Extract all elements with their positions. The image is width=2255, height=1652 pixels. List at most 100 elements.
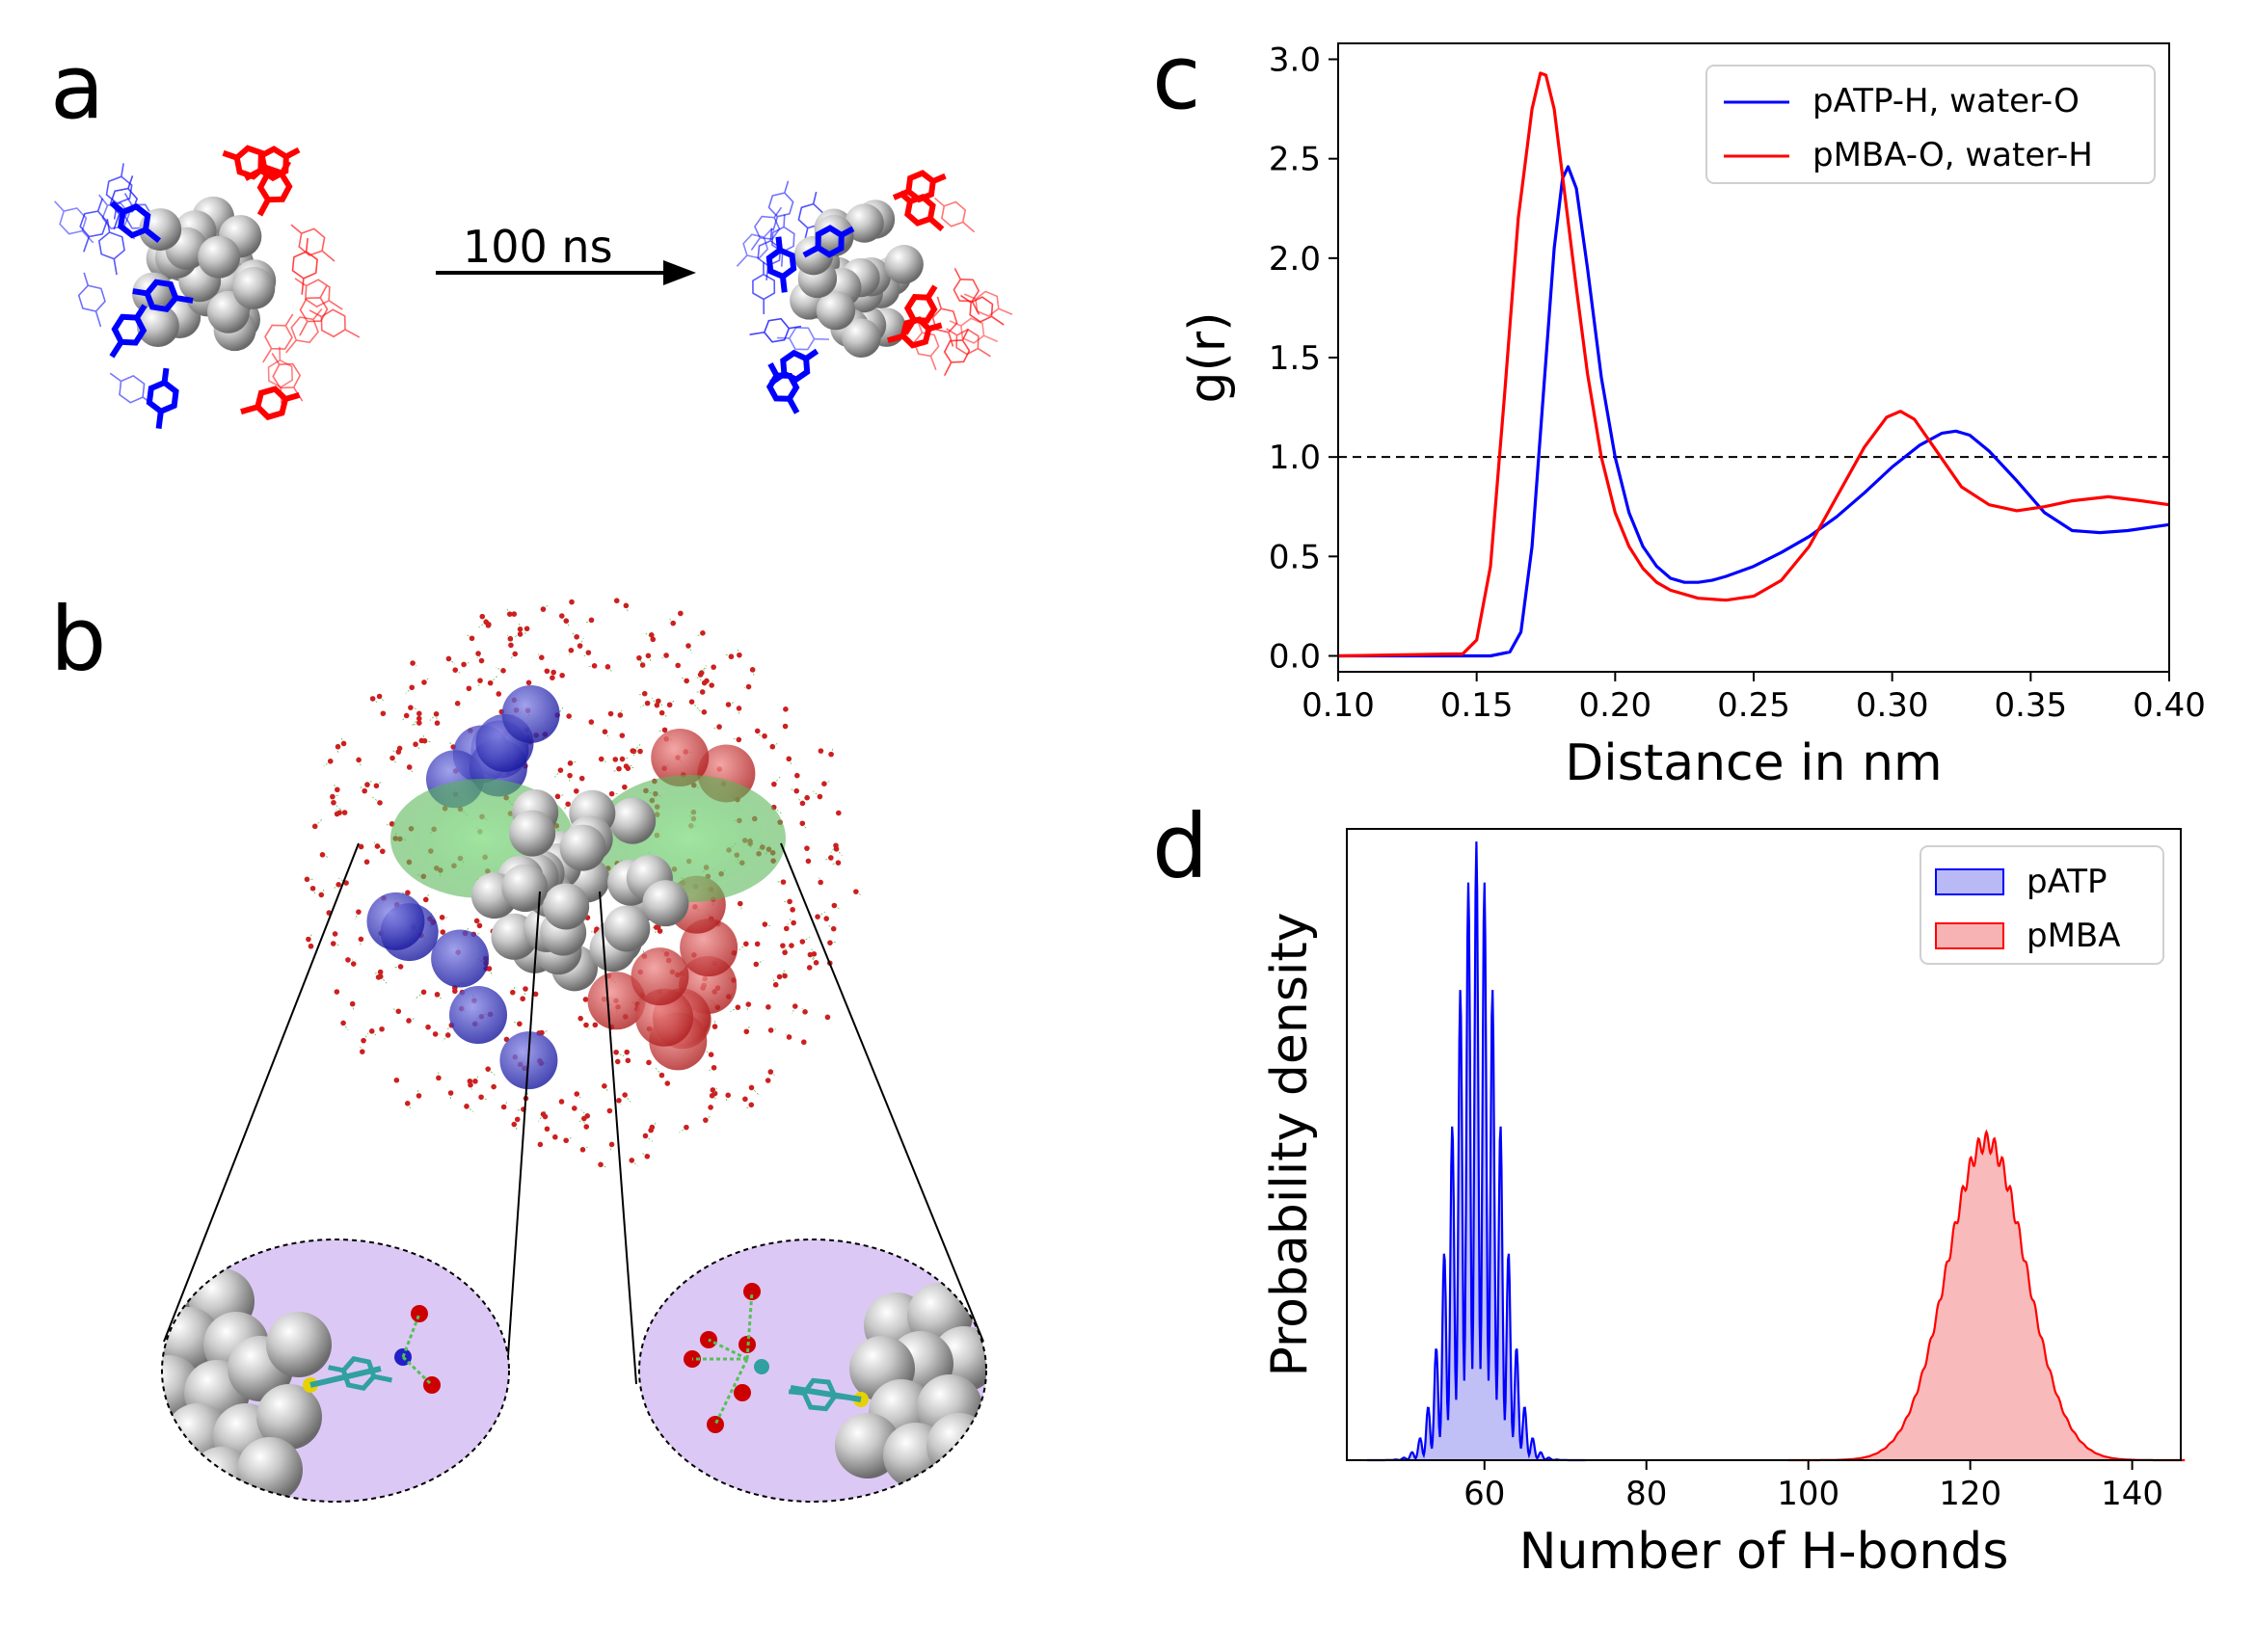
patp-atom — [501, 684, 560, 743]
area-fill-pmba — [1787, 1132, 2186, 1460]
water-molecule — [563, 1137, 569, 1144]
patp-atom — [449, 986, 508, 1045]
water-molecule — [828, 855, 834, 861]
water-molecule — [566, 713, 572, 719]
panel-a: a 100 ns — [50, 36, 1013, 429]
bond — [301, 278, 305, 295]
ligand-thin — [767, 180, 794, 231]
bond — [933, 197, 945, 207]
panel-letter-a: a — [50, 36, 104, 139]
water-molecule — [362, 787, 367, 794]
bond — [109, 340, 124, 359]
water-molecule — [510, 989, 516, 996]
water-molecule — [742, 1096, 748, 1103]
water-molecule — [517, 1021, 523, 1027]
bond — [244, 168, 262, 181]
rdf-chart: 0.10 0.15 0.20 0.25 0.30 0.35 0.40 0.0 0.5 1.0 1.5… — [1179, 41, 2206, 792]
water-molecule — [319, 852, 326, 858]
water-molecule — [604, 664, 611, 670]
water-molecule — [762, 921, 768, 927]
water-molecule — [377, 973, 384, 979]
water-molecule — [598, 1161, 604, 1168]
ligand-thin — [262, 313, 294, 363]
water-molecule — [350, 961, 357, 967]
bond — [284, 147, 301, 160]
water-molecule — [703, 1117, 709, 1123]
water-molecule — [569, 599, 575, 605]
water-molecule — [418, 737, 425, 744]
water-molecule — [619, 733, 626, 738]
arrow-label: 100 ns — [463, 221, 613, 273]
water-molecule — [748, 1084, 755, 1091]
benzene-ring — [905, 170, 937, 203]
water-molecule — [780, 879, 787, 885]
bond — [81, 230, 94, 244]
water-molecule — [331, 799, 336, 806]
water-molecule — [608, 790, 615, 797]
gold-atom — [842, 318, 881, 358]
water-molecule — [374, 843, 381, 849]
water-molecule — [794, 772, 800, 779]
water-molecule — [410, 660, 416, 666]
benzene-ring — [975, 290, 1000, 317]
benzene-ring — [788, 327, 816, 351]
water-molecule — [824, 1014, 831, 1021]
water-molecule — [486, 621, 492, 627]
water-molecule — [629, 1158, 635, 1163]
water-molecule — [304, 876, 310, 883]
bond — [736, 254, 748, 267]
water-molecule — [762, 733, 767, 739]
benzene-ring — [77, 284, 106, 312]
water-molecule — [817, 793, 823, 800]
water-molecule — [567, 760, 574, 766]
gold-atom — [884, 245, 924, 284]
water-molecule — [835, 860, 842, 866]
ligand-thin — [294, 278, 343, 310]
gold-atom — [543, 883, 590, 930]
water-molecule — [745, 683, 752, 690]
bond — [290, 224, 303, 234]
water-molecule — [557, 767, 564, 773]
water-molecule — [648, 632, 655, 638]
water-molecule — [743, 941, 749, 947]
water-molecule — [380, 710, 387, 717]
ligand-thin — [933, 197, 976, 233]
water-molecule — [602, 1083, 607, 1089]
water-molecule — [332, 931, 338, 937]
water-molecule — [308, 943, 314, 949]
water-molecule — [472, 1079, 478, 1084]
bond — [98, 194, 109, 206]
bond — [240, 404, 259, 415]
water-molecule — [330, 793, 336, 800]
bond — [321, 250, 336, 262]
water-molecule — [792, 1003, 798, 1009]
water-molecule — [358, 936, 364, 943]
water-molecule — [769, 743, 776, 750]
ligand-thin — [963, 290, 1013, 317]
gold-atom — [232, 266, 276, 309]
bond — [123, 193, 133, 205]
water-molecule — [537, 1141, 544, 1148]
gold-atom — [136, 304, 179, 347]
water-molecule — [654, 702, 660, 708]
panel-d: d 60 80 100 120 140 Number of H-bonds Probabil… — [1152, 795, 2186, 1581]
water-molecule — [487, 679, 494, 686]
water-molecule — [754, 941, 761, 947]
water-molecule — [540, 1111, 547, 1117]
water-molecule — [340, 740, 347, 747]
bond — [834, 1394, 854, 1401]
water-molecule — [853, 889, 859, 894]
water-molecule — [653, 924, 659, 930]
water-molecule — [827, 940, 833, 946]
bond — [763, 227, 773, 238]
water-molecule — [579, 1147, 586, 1153]
water-molecule — [614, 1058, 621, 1065]
water-molecule — [767, 1069, 774, 1075]
water-molecule — [701, 709, 708, 715]
plot-frame — [1346, 828, 2182, 1461]
bond — [271, 352, 281, 365]
nanocluster-before — [54, 145, 361, 429]
water-molecule — [359, 1049, 365, 1054]
water-molecule — [486, 966, 493, 972]
water-molecule — [637, 748, 643, 755]
